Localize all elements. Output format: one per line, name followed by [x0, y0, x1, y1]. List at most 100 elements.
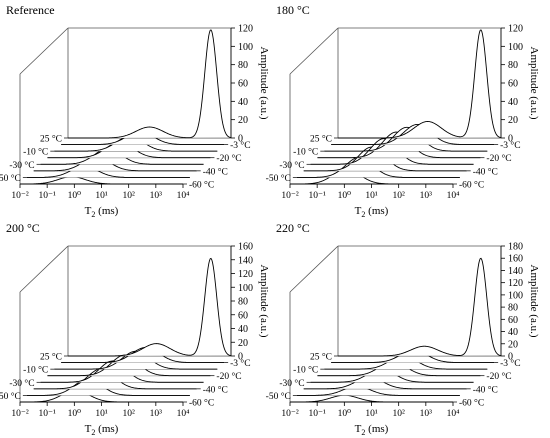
y-tick-label: 100: [508, 290, 523, 301]
depth-label-right: -20 °C: [486, 371, 511, 382]
x-tick-label: 10⁻²: [281, 409, 299, 419]
x-axis-label-subscript: 2: [361, 210, 365, 219]
x-tick-label: 10³: [420, 191, 433, 201]
series-curve: [338, 29, 502, 139]
y-tick-label: 0: [508, 352, 513, 363]
depth-label-left: -10 °C: [293, 365, 318, 376]
chart-panel-1: Reference 0 20 40 60 80 100 120 Amplitude (a.u.)…: [0, 3, 270, 219]
depth-label-left: 25 °C: [310, 134, 332, 145]
series-layer: [68, 257, 232, 357]
box-top-diagonal: [289, 27, 339, 75]
y-tick-label: 120: [508, 24, 523, 35]
x-axis-label-subscript: 2: [361, 428, 365, 437]
series-layer: [338, 257, 502, 357]
chart-panel-2: 180 °C 0 20 40 60 80 100 120 Amplitude (a.u.) 25 …: [266, 3, 540, 219]
depth-label-right: -3 °C: [500, 358, 520, 369]
depth-label-right: -3 °C: [230, 140, 250, 151]
depth-label-right: -20 °C: [216, 153, 241, 164]
depth-label-left: -30 °C: [9, 378, 34, 389]
chart-title: 200 °C: [6, 221, 40, 235]
x-axis-label-unit: (ms): [95, 205, 118, 217]
x-tick-label: 10⁴: [177, 191, 191, 201]
x-tick-label: 10⁻¹: [38, 409, 56, 419]
depth-label-left: -10 °C: [23, 365, 48, 376]
y-tick-label: 180: [508, 242, 523, 253]
x-tick-label: 10¹: [365, 409, 378, 419]
y-tick-label: 60: [238, 310, 248, 321]
depth-label-right: -3 °C: [500, 140, 520, 151]
x-tick-label: 10⁻²: [281, 191, 299, 201]
series-layer: [338, 29, 502, 139]
x-axis-label: T2 (ms): [355, 205, 389, 219]
depth-label-right: -60 °C: [459, 398, 484, 409]
series-curve: [303, 376, 467, 390]
y-tick-label: 100: [238, 42, 253, 53]
x-tick-label: 10²: [122, 409, 135, 419]
x-axis-label-main: T: [85, 205, 92, 217]
depth-label-right: -60 °C: [189, 398, 214, 409]
depth-label-right: -20 °C: [216, 371, 241, 382]
series-layer: [296, 385, 460, 396]
x-tick-label: 10³: [420, 409, 433, 419]
y-tick-label: 140: [238, 255, 253, 266]
series-curve: [68, 29, 232, 139]
depth-label-left: 25 °C: [310, 352, 332, 363]
box-top-diagonal: [19, 245, 69, 293]
depth-label-left: -50 °C: [0, 391, 21, 402]
y-tick-label: 80: [508, 60, 518, 71]
y-tick-label: 60: [508, 315, 518, 326]
y-tick-label: 40: [238, 97, 248, 108]
y-axis-label: Amplitude (a.u.): [258, 46, 270, 119]
x-tick-label: 10⁻¹: [38, 191, 56, 201]
x-tick-label: 10³: [150, 191, 163, 201]
series-curve: [296, 385, 460, 396]
x-tick-label: 10¹: [95, 191, 108, 201]
series-layer: [68, 29, 232, 139]
depth-label-left: -50 °C: [266, 391, 291, 402]
y-tick-label: 60: [238, 79, 248, 90]
series-layer: [303, 376, 467, 390]
x-axis-label-unit: (ms): [95, 423, 118, 435]
chart-title: 180 °C: [276, 3, 310, 17]
depth-label-right: -40 °C: [473, 384, 498, 395]
y-tick-label: 40: [508, 327, 518, 338]
y-tick-label: 40: [508, 97, 518, 108]
series-layer: [26, 165, 190, 178]
depth-label-left: -10 °C: [293, 147, 318, 158]
x-tick-label: 10¹: [365, 191, 378, 201]
y-tick-label: 20: [508, 115, 518, 126]
series-layer: [33, 156, 197, 172]
x-tick-label: 10⁻¹: [308, 191, 326, 201]
x-axis-label: T2 (ms): [355, 423, 389, 437]
x-tick-label: 10⁰: [338, 409, 352, 419]
y-tick-label: 140: [508, 266, 523, 277]
series-layer: [26, 378, 190, 396]
series-layer: [290, 394, 453, 403]
y-tick-label: 160: [238, 242, 253, 253]
series-curve: [290, 394, 453, 403]
depth-label-right: -60 °C: [189, 180, 214, 191]
depth-label-right: -60 °C: [459, 180, 484, 191]
depth-label-right: -40 °C: [203, 384, 228, 395]
y-tick-label: 20: [238, 115, 248, 126]
y-tick-label: 80: [238, 297, 248, 308]
x-axis-label-unit: (ms): [365, 205, 388, 217]
x-tick-label: 10⁴: [447, 191, 461, 201]
depth-label-left: -30 °C: [279, 160, 304, 171]
x-tick-label: 10²: [122, 191, 135, 201]
depth-label-left: -30 °C: [279, 378, 304, 389]
series-curve: [338, 257, 502, 357]
y-tick-label: 120: [238, 269, 253, 280]
y-tick-label: 0: [238, 134, 243, 145]
x-tick-label: 10²: [392, 191, 405, 201]
x-tick-label: 10⁻²: [11, 409, 29, 419]
y-tick-label: 40: [238, 324, 248, 335]
x-tick-label: 10¹: [95, 409, 108, 419]
x-axis-label-main: T: [355, 205, 362, 217]
y-tick-label: 0: [508, 134, 513, 145]
depth-label-right: -40 °C: [473, 166, 498, 177]
x-tick-label: 10⁰: [68, 409, 82, 419]
x-tick-label: 10⁻²: [11, 191, 29, 201]
y-tick-label: 100: [238, 283, 253, 294]
